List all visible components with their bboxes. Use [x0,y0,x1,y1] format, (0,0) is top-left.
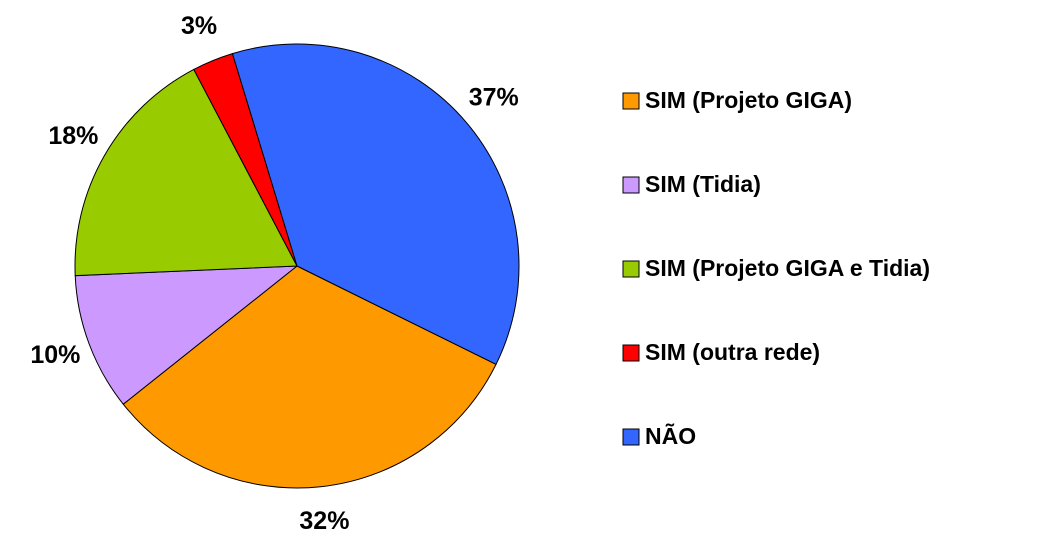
slice-label: 32% [299,507,349,535]
legend-swatch [622,428,640,446]
pie-slice [122,265,497,489]
slice-label: 37% [469,84,519,112]
legend-label: SIM (Projeto GIGA) [645,87,852,113]
pie-slice [231,43,520,366]
slice-label: 10% [30,341,80,369]
legend-label: SIM (Projeto GIGA e Tidia) [645,255,930,281]
legend-swatch [622,344,640,362]
pie-slice [74,265,299,405]
legend-swatch [622,92,640,110]
slice-label: 18% [48,122,98,150]
pie-slice [74,68,298,277]
legend-label: NÃO [645,422,696,449]
legend-label: SIM (outra rede) [645,339,820,365]
legend-label: SIM (Tidia) [645,171,761,197]
legend-swatch [622,176,640,194]
legend-swatch [622,260,640,278]
slice-label: 3% [181,12,217,40]
